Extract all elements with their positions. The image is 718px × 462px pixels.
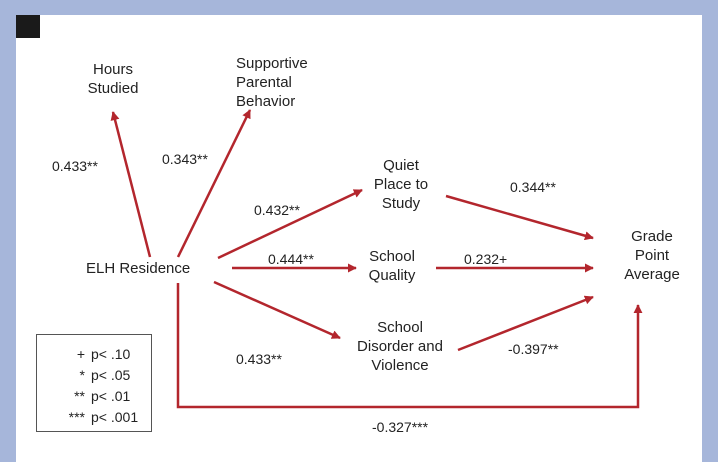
legend-text: p< .001 — [91, 409, 139, 425]
arrow-elh-to-hours — [110, 111, 152, 258]
legend-symbol: ** — [74, 388, 85, 404]
legend-symbol: + — [76, 346, 85, 362]
coef-disorder-to-gpa: -0.397** — [508, 341, 559, 357]
legend-symbol: *** — [68, 409, 85, 425]
node-school-quality: School Quality — [368, 248, 416, 284]
arrow-elh-to-quiet — [217, 188, 363, 260]
legend-text: p< .01 — [91, 388, 131, 404]
node-hours-studied: Hours Studied — [87, 61, 139, 97]
arrow-elh-to-gpa — [176, 283, 643, 409]
node-supportive-parental-behavior: Supportive Parental Behavior — [236, 55, 308, 110]
corner-marker — [16, 15, 40, 38]
legend-text: p< .05 — [91, 367, 131, 383]
arrow-quiet-to-gpa — [445, 194, 594, 241]
coef-elh-to-quiet: 0.432** — [254, 202, 300, 218]
node-school-disorder-and-violence: School Disorder and Violence — [357, 319, 443, 374]
significance-legend: + p< .10 * p< .05 ** p< .01 *** p< .001 — [36, 334, 152, 432]
node-grade-point-average: Grade Point Average — [624, 228, 680, 283]
arrow-elh-to-parental — [176, 109, 252, 258]
legend-text: p< .10 — [91, 346, 131, 362]
arrow-disorder-to-gpa — [457, 295, 594, 352]
legend-symbol: * — [79, 367, 85, 383]
coef-quiet-to-gpa: 0.344** — [510, 179, 556, 195]
coef-elh-to-parental: 0.343** — [162, 151, 208, 167]
coef-elh-to-gpa: -0.327*** — [372, 419, 429, 435]
coef-elh-to-disorder: 0.433** — [236, 351, 282, 367]
coef-quality-to-gpa: 0.232+ — [464, 251, 508, 267]
node-elh-residence: ELH Residence — [86, 260, 191, 277]
coef-elh-to-hours: 0.433** — [52, 158, 98, 174]
arrow-elh-to-disorder — [213, 280, 341, 340]
node-quiet-place-to-study: Quiet Place to Study — [373, 157, 429, 212]
coef-elh-to-quality: 0.444** — [268, 251, 314, 267]
